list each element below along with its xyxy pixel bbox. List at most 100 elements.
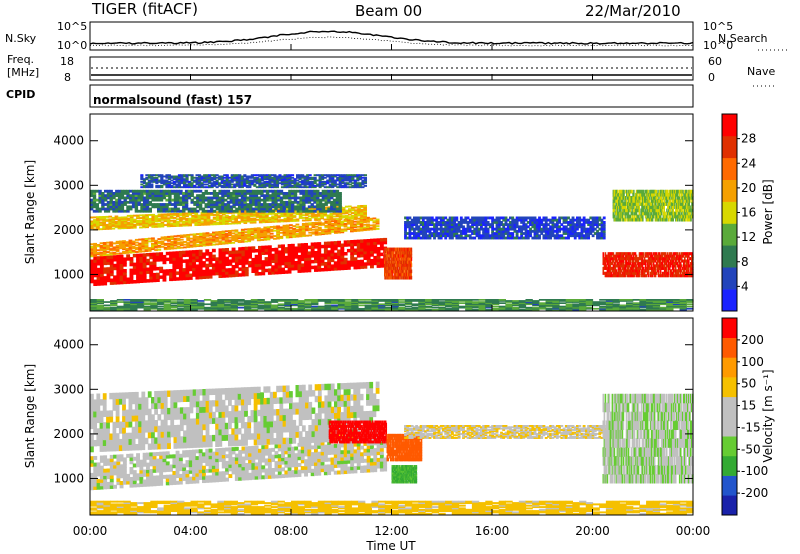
n-sky-trace <box>89 30 694 45</box>
heatmap-cell <box>424 227 428 231</box>
heatmap-cell <box>311 213 315 216</box>
heatmap-cell <box>531 225 535 229</box>
heatmap-cell <box>356 217 361 220</box>
heatmap-cell <box>408 232 412 235</box>
heatmap-cell <box>220 175 224 178</box>
heatmap-cell <box>359 224 364 227</box>
heatmap-cell <box>243 196 247 200</box>
heatmap-cell <box>538 227 541 231</box>
heatmap-cell <box>246 189 250 193</box>
heatmap-cell <box>222 216 226 219</box>
heatmap-cell <box>178 253 183 258</box>
heatmap-cell <box>340 258 345 262</box>
heatmap-cell <box>338 183 342 186</box>
heatmap-cell <box>246 219 251 222</box>
heatmap-cell <box>176 234 181 237</box>
heatmap-cell <box>202 240 207 243</box>
heatmap-cell <box>279 237 284 240</box>
heatmap-cell <box>288 200 292 204</box>
heatmap-cell <box>113 258 117 262</box>
heatmap-cell <box>340 224 345 227</box>
heatmap-cell <box>350 226 354 229</box>
heatmap-cell <box>428 232 432 235</box>
heatmap-cell <box>288 184 292 187</box>
heatmap-cell <box>190 198 194 202</box>
heatmap-cell <box>292 210 297 213</box>
heatmap-cell <box>96 220 100 223</box>
heatmap-cell <box>254 254 259 259</box>
heatmap-cell <box>317 213 321 216</box>
heatmap-cell <box>334 219 338 222</box>
heatmap-cell <box>335 218 340 221</box>
heatmap-cell <box>303 182 307 185</box>
heatmap-cell <box>273 174 277 177</box>
heatmap-cell <box>176 209 180 213</box>
heatmap-cell <box>290 249 295 254</box>
heatmap-cell <box>166 223 171 226</box>
heatmap-cell <box>207 203 211 206</box>
heatmap-cell <box>123 221 128 224</box>
heatmap-cell <box>215 232 220 235</box>
heatmap-cell <box>265 175 270 178</box>
heatmap-cell <box>249 198 253 202</box>
heatmap-cell <box>328 180 332 183</box>
heatmap-cell <box>277 189 281 193</box>
heatmap-cell <box>413 221 416 224</box>
heatmap-cell <box>406 216 410 220</box>
heatmap-cell <box>308 222 313 225</box>
heatmap-cell <box>356 245 361 249</box>
heatmap-cell <box>323 206 328 209</box>
heatmap-cell <box>446 229 450 233</box>
heatmap-cell <box>159 196 164 200</box>
heatmap-cell <box>163 218 168 221</box>
heatmap-cell <box>324 194 328 198</box>
heatmap-cell <box>249 194 253 198</box>
heatmap-cell <box>290 267 295 271</box>
heatmap-cell <box>175 259 180 264</box>
heatmap-cell <box>96 253 101 256</box>
heatmap-cell <box>316 205 320 209</box>
heatmap-cell <box>212 220 217 223</box>
heatmap-cell <box>321 209 326 213</box>
heatmap-cell <box>533 221 537 224</box>
heatmap-cell <box>386 247 388 252</box>
heatmap-cell <box>280 212 285 215</box>
heatmap-cell <box>251 260 256 265</box>
heatmap-cell <box>157 224 162 227</box>
heatmap-cell <box>411 250 413 255</box>
heatmap-cell <box>109 264 114 268</box>
heatmap-cell <box>126 223 131 225</box>
heatmap-cell <box>143 192 147 195</box>
heatmap-cell <box>203 180 207 183</box>
heatmap-cell <box>205 237 210 240</box>
heatmap-cell <box>538 223 541 227</box>
heatmap-cell <box>264 251 269 255</box>
heatmap-cell <box>269 230 274 232</box>
heatmap-cell <box>327 189 331 193</box>
heatmap-cell <box>198 207 203 211</box>
heatmap-cell <box>190 175 194 178</box>
heatmap-cell <box>192 236 197 239</box>
heatmap-cell <box>176 245 181 248</box>
heatmap-cell <box>90 262 94 266</box>
heatmap-cell <box>256 228 261 231</box>
heatmap-cell <box>139 217 143 220</box>
heatmap-cell <box>148 189 152 193</box>
heatmap-cell <box>93 219 97 222</box>
heatmap-cell <box>484 236 488 240</box>
heatmap-cell <box>348 216 352 219</box>
heatmap-cell <box>225 262 229 266</box>
heatmap-cell <box>240 180 244 183</box>
heatmap-cell <box>178 274 183 278</box>
heatmap-cell <box>120 189 125 193</box>
heatmap-cell <box>208 254 213 259</box>
heatmap-cell <box>190 189 194 193</box>
heatmap-cell <box>254 192 259 195</box>
heatmap-cell <box>211 263 216 267</box>
heatmap-cell <box>201 196 206 200</box>
heatmap-cell <box>332 218 337 221</box>
heatmap-cell <box>338 209 342 213</box>
heatmap-cell <box>547 236 550 240</box>
heatmap-cell <box>198 174 202 177</box>
heatmap-cell <box>202 275 206 279</box>
